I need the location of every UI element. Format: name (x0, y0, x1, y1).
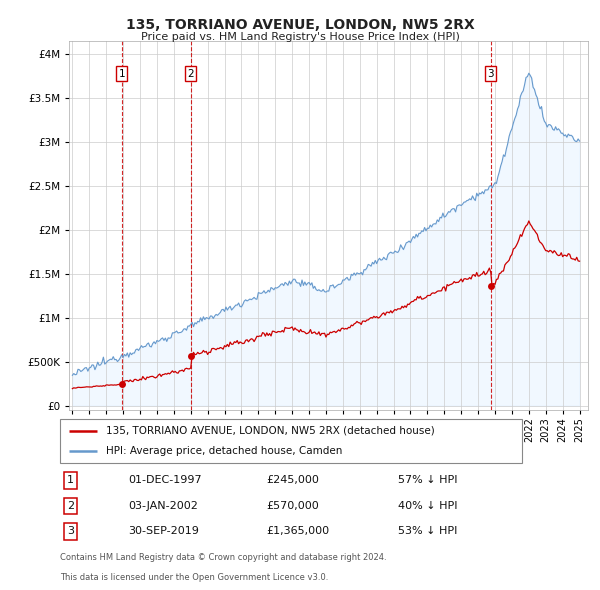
Text: 53% ↓ HPI: 53% ↓ HPI (398, 526, 457, 536)
Text: 03-JAN-2002: 03-JAN-2002 (128, 501, 199, 511)
Text: 01-DEC-1997: 01-DEC-1997 (128, 476, 202, 486)
Text: 3: 3 (67, 526, 74, 536)
FancyBboxPatch shape (60, 419, 522, 463)
Text: Price paid vs. HM Land Registry's House Price Index (HPI): Price paid vs. HM Land Registry's House … (140, 32, 460, 42)
Text: HPI: Average price, detached house, Camden: HPI: Average price, detached house, Camd… (106, 446, 343, 456)
Text: 1: 1 (118, 69, 125, 79)
Text: 1: 1 (67, 476, 74, 486)
Text: 135, TORRIANO AVENUE, LONDON, NW5 2RX (detached house): 135, TORRIANO AVENUE, LONDON, NW5 2RX (d… (106, 426, 435, 436)
Text: Contains HM Land Registry data © Crown copyright and database right 2024.: Contains HM Land Registry data © Crown c… (60, 553, 386, 562)
Text: 2: 2 (188, 69, 194, 79)
Text: £570,000: £570,000 (266, 501, 319, 511)
Text: 135, TORRIANO AVENUE, LONDON, NW5 2RX: 135, TORRIANO AVENUE, LONDON, NW5 2RX (125, 18, 475, 32)
Text: This data is licensed under the Open Government Licence v3.0.: This data is licensed under the Open Gov… (60, 573, 328, 582)
Text: 3: 3 (487, 69, 494, 79)
Text: £1,365,000: £1,365,000 (266, 526, 329, 536)
Text: 30-SEP-2019: 30-SEP-2019 (128, 526, 200, 536)
Text: 2: 2 (67, 501, 74, 511)
Text: 57% ↓ HPI: 57% ↓ HPI (398, 476, 457, 486)
Text: 40% ↓ HPI: 40% ↓ HPI (398, 501, 457, 511)
Text: £245,000: £245,000 (266, 476, 319, 486)
